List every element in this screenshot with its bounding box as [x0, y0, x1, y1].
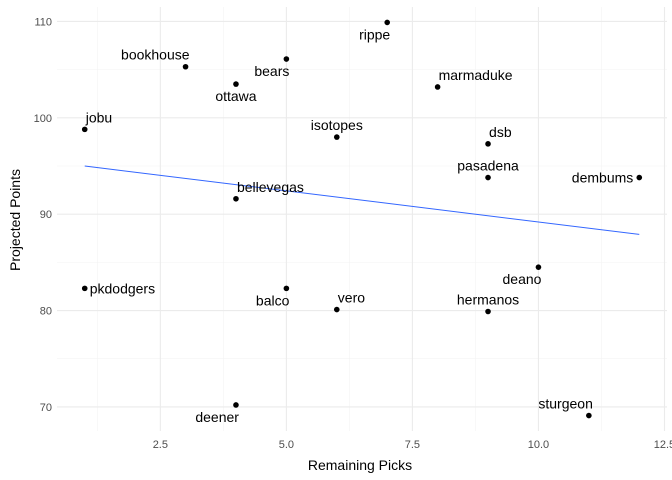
x-tick-label: 2.5 — [153, 439, 168, 451]
data-point-ottawa — [233, 81, 239, 87]
y-tick-label: 70 — [40, 402, 52, 414]
x-tick-label: 10.0 — [528, 439, 549, 451]
data-point-hermanos — [485, 308, 491, 315]
point-label-vero: vero — [338, 290, 365, 306]
data-point-sturgeon — [586, 412, 592, 419]
data-point-marmaduke — [434, 84, 441, 90]
point-label-sturgeon: sturgeon — [538, 396, 592, 412]
point-label-balco: balco — [256, 292, 290, 308]
major-gridlines — [57, 7, 667, 431]
x-axis-title: Remaining Picks — [308, 457, 412, 473]
point-label-dembums: dembums — [572, 170, 633, 186]
data-points — [81, 19, 643, 419]
data-point-vero — [333, 306, 340, 313]
data-point-pasadena — [485, 174, 491, 181]
data-point-dembums — [636, 174, 643, 181]
y-tick-label: 90 — [40, 209, 52, 221]
point-label-pkdodgers: pkdodgers — [90, 280, 155, 296]
point-label-bears: bears — [254, 63, 289, 79]
y-axis-title: Projected Points — [7, 169, 23, 271]
point-labels: rippe bears bookhouse ottawa marmaduke jobu is… — [85, 26, 634, 425]
data-point-bellevegas — [233, 195, 239, 202]
data-point-bears — [283, 56, 290, 62]
point-label-rippe: rippe — [359, 26, 390, 42]
data-point-isotopes — [333, 134, 340, 140]
x-tick-label: 7.5 — [405, 439, 420, 451]
point-label-hermanos: hermanos — [457, 292, 519, 308]
y-axis-ticks: 70 80 90 100 110 — [34, 16, 52, 413]
point-label-isotopes: isotopes — [311, 117, 363, 133]
trend-line — [84, 165, 640, 235]
trend-line-group — [84, 165, 640, 235]
point-label-deano: deano — [503, 271, 542, 287]
data-point-pkdodgers — [81, 285, 88, 292]
data-point-bookhouse — [182, 63, 189, 70]
point-label-jobu: jobu — [85, 109, 112, 125]
data-point-deano — [535, 264, 542, 270]
y-tick-label: 80 — [40, 306, 52, 318]
point-label-ottawa: ottawa — [215, 88, 256, 104]
x-axis-ticks: 2.5 5.0 7.5 10.0 12.5 — [153, 439, 672, 451]
point-label-bellevegas: bellevegas — [237, 179, 304, 195]
x-tick-label: 5.0 — [279, 439, 294, 451]
y-tick-label: 110 — [34, 16, 52, 28]
point-label-dsb: dsb — [489, 124, 512, 140]
data-point-dsb — [485, 141, 491, 147]
y-tick-label: 100 — [34, 113, 52, 125]
point-label-marmaduke: marmaduke — [439, 67, 513, 83]
point-label-pasadena: pasadena — [457, 158, 519, 174]
data-point-balco — [283, 285, 290, 292]
data-point-rippe — [384, 19, 391, 26]
point-label-deener: deener — [195, 409, 239, 425]
data-point-jobu — [81, 126, 88, 133]
data-point-deener — [233, 402, 239, 408]
x-tick-label: 12.5 — [654, 439, 672, 451]
point-label-bookhouse: bookhouse — [121, 47, 190, 63]
minor-gridlines — [57, 7, 667, 431]
